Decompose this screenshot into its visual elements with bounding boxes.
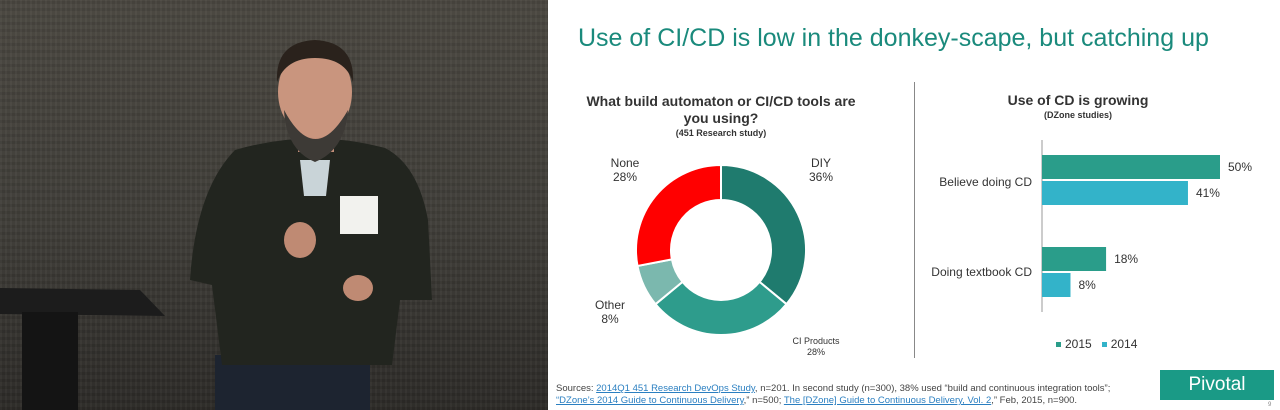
category-label-believe-doing-cd: Believe doing CD: [939, 175, 1032, 189]
slice-value-other: 8%: [601, 312, 619, 326]
legend-label-2014: 2014: [1110, 337, 1138, 351]
presenter-video: [0, 0, 548, 410]
legend-swatch-2015: [1056, 342, 1061, 348]
bar-2015-doing-textbook-cd: [1042, 247, 1107, 271]
legend-item-2015: 2015: [1056, 337, 1092, 351]
bar-chart-title: Use of CD is growing: [1007, 92, 1149, 108]
presenter-illustration: [0, 40, 432, 410]
presenter-shirt: [300, 160, 330, 196]
presenter-face: [278, 46, 352, 138]
pivotal-logo: Pivotal: [1160, 370, 1274, 400]
donut-chart-subtitle: (451 Research study): [675, 128, 767, 138]
slice-name-none: None: [610, 156, 640, 170]
bar-value-label-2014-0: 41%: [1196, 186, 1220, 200]
podium-stand: [22, 312, 78, 410]
slice-label-ci-products: CI Products 28%: [776, 336, 856, 358]
name-badge: [340, 196, 378, 234]
presenter-left-hand: [284, 222, 316, 258]
slice-label-none: None 28%: [600, 156, 650, 184]
presenter-right-hand: [343, 275, 373, 301]
slice-value-ci-products: 28%: [806, 347, 825, 357]
chart-divider: [914, 82, 915, 358]
page-number: 9: [1268, 402, 1272, 408]
bar-chart: 50% 41% 18% 8%: [1041, 140, 1252, 312]
bar-2014-doing-textbook-cd: [1042, 273, 1071, 297]
category-label-doing-textbook-cd: Doing textbook CD: [931, 265, 1032, 279]
legend-item-2014: 2014: [1101, 337, 1138, 351]
donut-chart: [635, 163, 807, 336]
donut-slice-ci-products: [654, 280, 788, 336]
bar-2015-believe-doing-cd: [1042, 155, 1220, 179]
slice-label-other: Other 8%: [585, 298, 635, 326]
bar-value-label-2014-1: 8%: [1078, 278, 1096, 292]
donut-slice-diy: [720, 163, 807, 306]
source-link-dzone-2014[interactable]: “DZone’s 2014 Guide to Continuous Delive…: [556, 395, 744, 406]
slice-name-ci-products: CI Products: [792, 336, 840, 346]
sources-text-3: ,” Feb, 2015, n=900.: [991, 395, 1078, 406]
sources-footnote: Sources: 2014Q1 451 Research DevOps Stud…: [556, 383, 1176, 407]
donut-slice-none: [635, 163, 722, 268]
presenter-beard: [284, 110, 348, 162]
slide: Use of CI/CD is low in the donkey-scape,…: [548, 0, 1280, 410]
bar-2014-believe-doing-cd: [1042, 181, 1188, 205]
bar-chart-legend: 2015 2014: [1056, 337, 1137, 351]
bar-value-label-2015-1: 18%: [1114, 252, 1138, 266]
slice-value-diy: 36%: [808, 170, 834, 184]
legend-label-2015: 2015: [1065, 337, 1092, 351]
slide-title: Use of CI/CD is low in the donkey-scape,…: [578, 24, 1209, 52]
bar-chart-subtitle: (DZone studies): [1043, 110, 1112, 120]
legend-swatch-2014: [1101, 342, 1107, 348]
bar-value-label-2015-0: 50%: [1228, 160, 1252, 174]
slice-name-other: Other: [594, 298, 625, 312]
sources-text-1: , n=201. In second study (n=300), 38% us…: [754, 383, 1111, 394]
source-link-451-research[interactable]: 2014Q1 451 Research DevOps Study: [596, 383, 755, 394]
presenter-hair: [276, 40, 354, 82]
slice-label-diy: DIY 36%: [796, 156, 846, 184]
slice-value-none: 28%: [612, 170, 638, 184]
source-link-dzone-vol2[interactable]: The [DZone] Guide to Continuous Delivery…: [783, 395, 992, 406]
podium-top: [0, 288, 165, 316]
sources-text-2: ,” n=500;: [743, 395, 784, 406]
slice-name-diy: DIY: [810, 156, 831, 170]
donut-chart-title: What build automaton or CI/CD tools are …: [586, 93, 856, 126]
sources-prefix: Sources:: [556, 383, 597, 394]
